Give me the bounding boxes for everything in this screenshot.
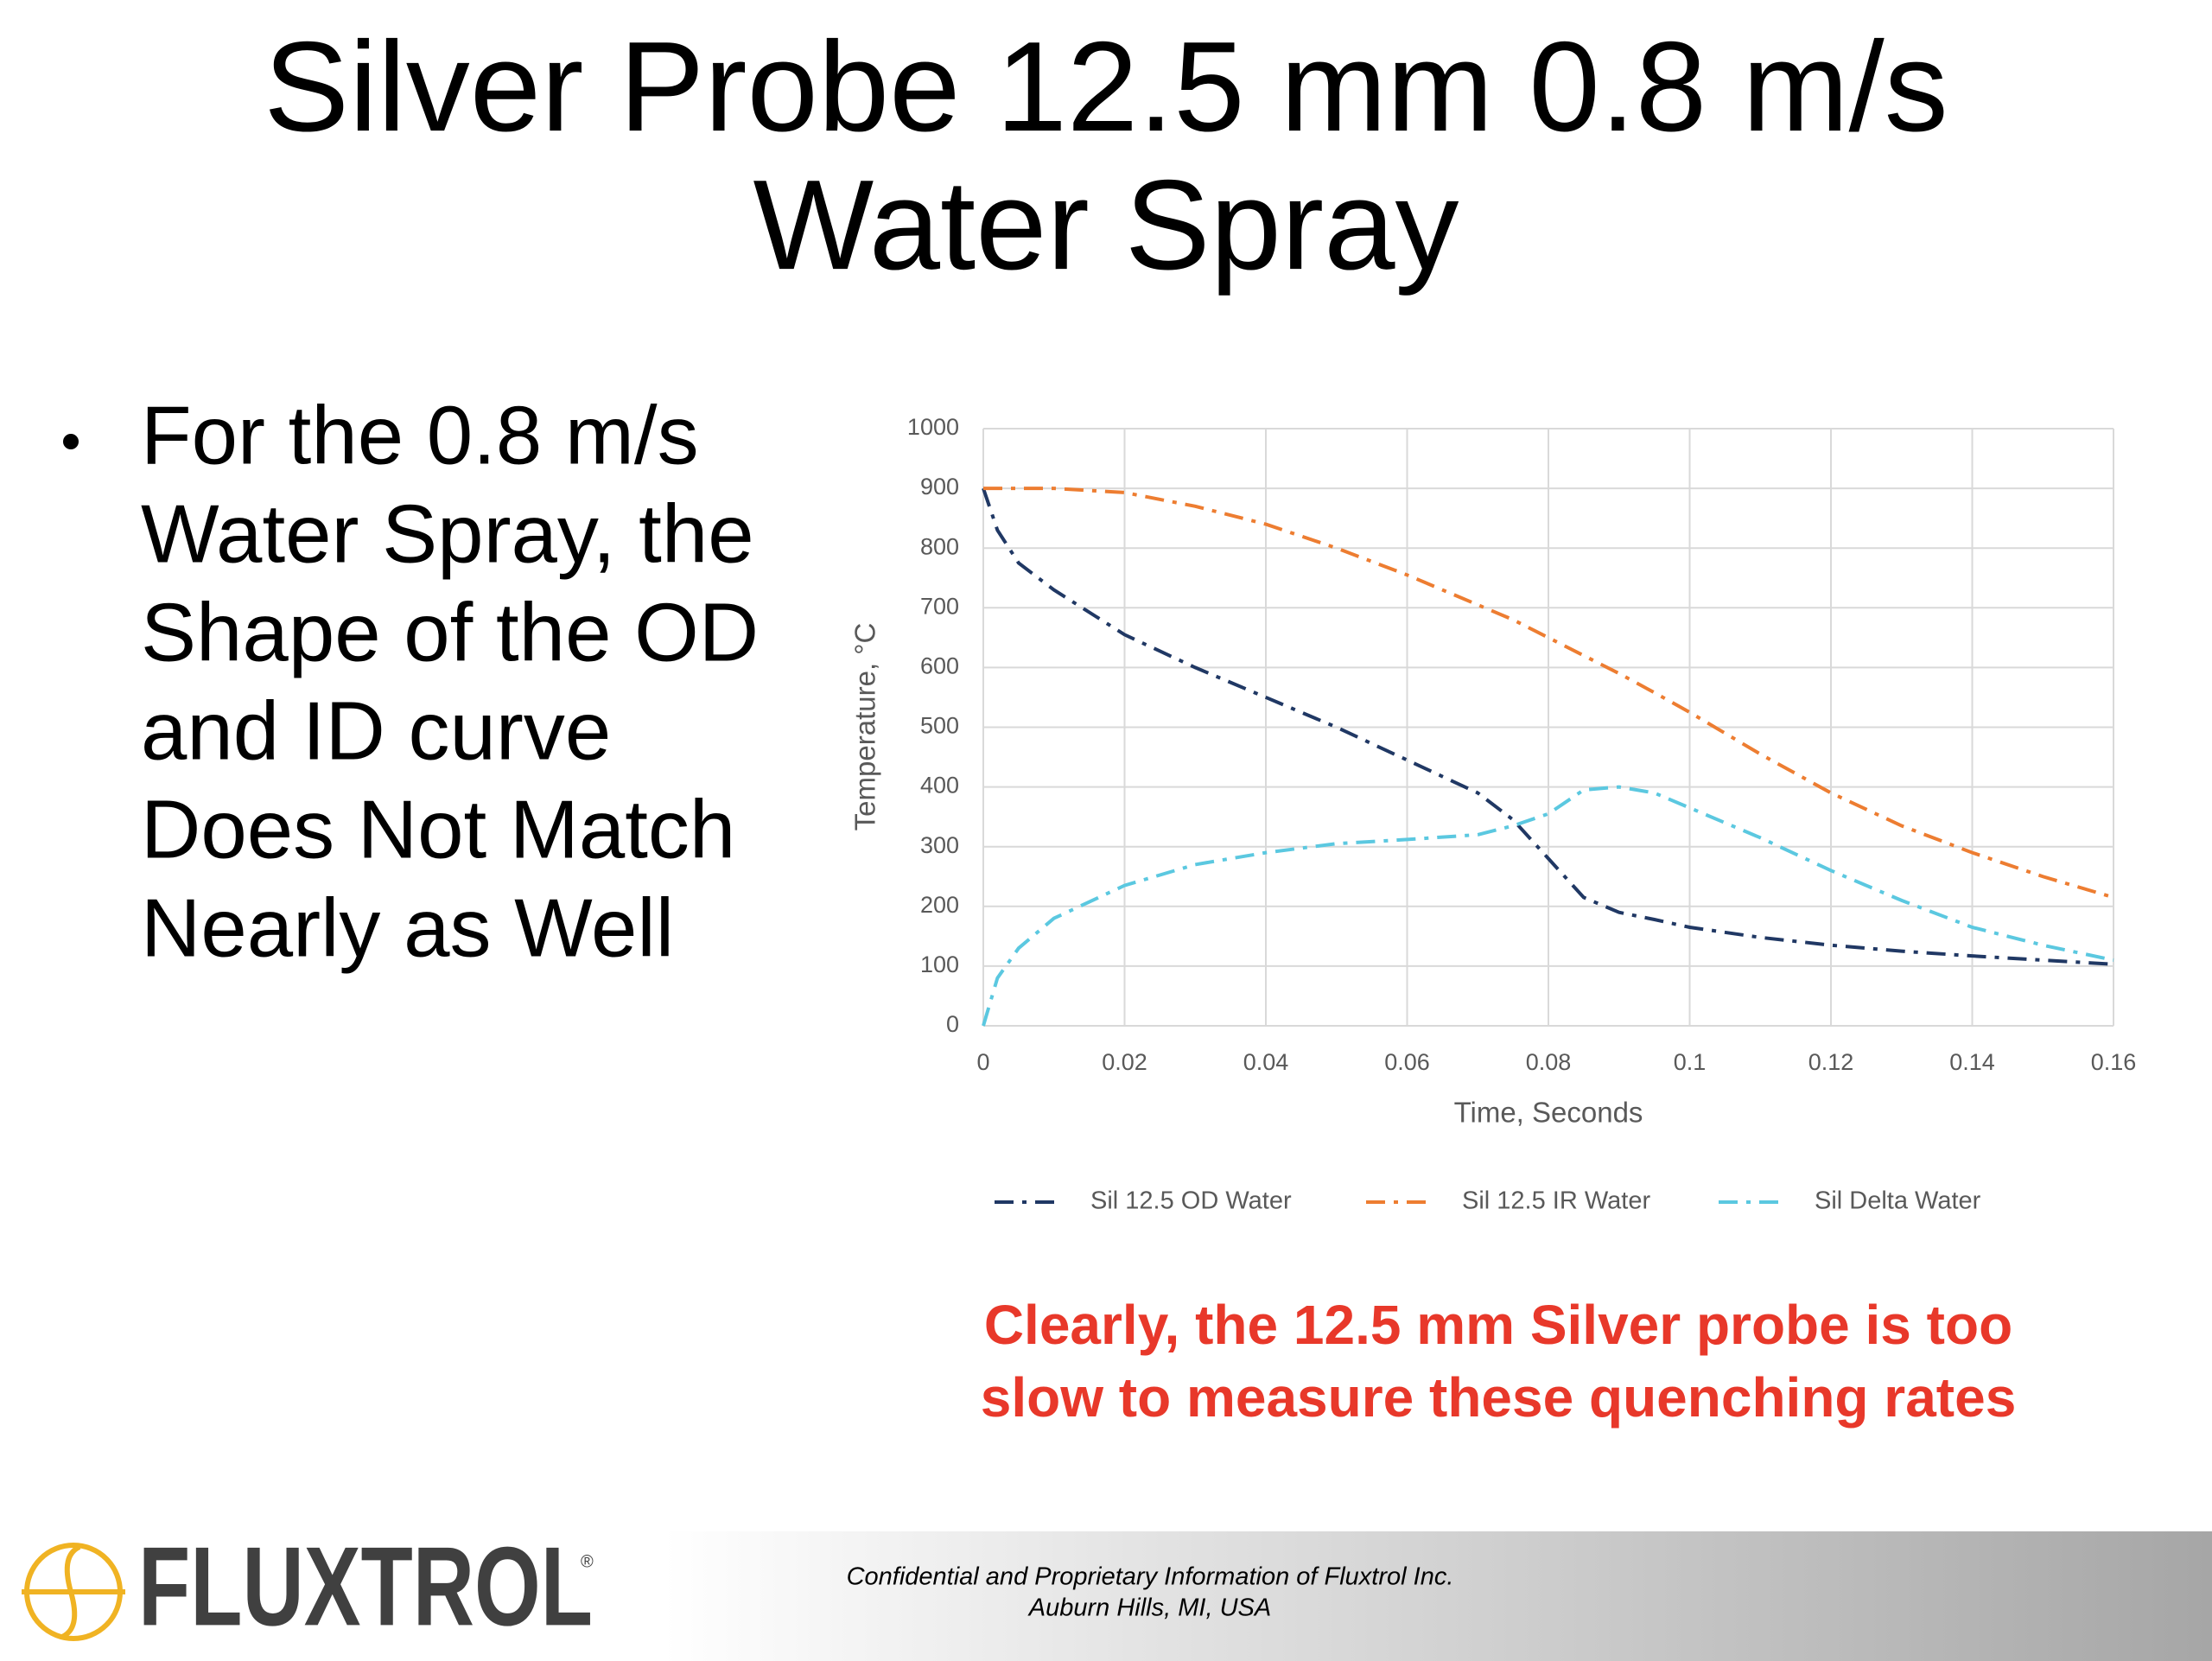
x-tick-label: 0.1 bbox=[1674, 1049, 1707, 1075]
x-tick-label: 0.04 bbox=[1243, 1049, 1289, 1075]
bullet-text: Shape of the OD bbox=[141, 586, 759, 678]
conclusion-note: slow to measure these quenching rates bbox=[981, 1366, 2017, 1429]
slide-title: Silver Probe 12.5 mm 0.8 m/s bbox=[264, 16, 1948, 158]
y-tick-label: 1000 bbox=[907, 414, 959, 440]
bullet-text: Nearly as Well bbox=[141, 881, 674, 974]
y-axis-label: Temperature, °C bbox=[849, 623, 881, 831]
bullet-text: Does Not Match bbox=[141, 783, 735, 875]
bullet-text: and ID curve bbox=[141, 684, 611, 777]
x-tick-label: 0.02 bbox=[1102, 1049, 1147, 1075]
y-tick-label: 200 bbox=[920, 892, 959, 918]
bullet-text: For the 0.8 m/s bbox=[141, 389, 699, 481]
y-tick-label: 600 bbox=[920, 653, 959, 679]
logo-text: FLUXTROL bbox=[138, 1523, 593, 1649]
footer-text: Auburn Hills, MI, USA bbox=[1027, 1594, 1271, 1622]
y-tick-label: 800 bbox=[920, 533, 959, 559]
x-tick-label: 0.06 bbox=[1384, 1049, 1430, 1075]
y-tick-label: 700 bbox=[920, 593, 959, 619]
x-axis-label: Time, Seconds bbox=[1454, 1097, 1643, 1129]
legend-label: Sil 12.5 IR Water bbox=[1462, 1187, 1650, 1215]
y-tick-label: 0 bbox=[946, 1011, 959, 1037]
footer-text: Confidential and Proprietary Information… bbox=[847, 1563, 1454, 1591]
line-series bbox=[982, 487, 2114, 966]
x-tick-label: 0.08 bbox=[1526, 1049, 1572, 1075]
y-tick-label: 100 bbox=[920, 951, 959, 977]
logo-mark: ® bbox=[581, 1552, 594, 1571]
x-tick-label: 0.12 bbox=[1808, 1049, 1854, 1075]
x-tick-label: 0 bbox=[976, 1049, 989, 1075]
y-tick-label: 900 bbox=[920, 474, 959, 500]
legend-label: Sil Delta Water bbox=[1815, 1187, 1981, 1215]
x-tick-label: 0.14 bbox=[1949, 1049, 1995, 1075]
y-tick-label: 300 bbox=[920, 832, 959, 858]
y-tick-label: 500 bbox=[920, 713, 959, 739]
y-tick-label: 400 bbox=[920, 773, 959, 799]
line-series bbox=[982, 785, 2114, 1027]
conclusion-note: Clearly, the 12.5 mm Silver probe is too bbox=[984, 1294, 2012, 1356]
chart: 0 100 200 300 400 500 600 700 800 900 1000 0 0.02 0.0… bbox=[849, 414, 2137, 1215]
legend-label: Sil 12.5 OD Water bbox=[1090, 1187, 1292, 1215]
bullet-dot bbox=[63, 434, 79, 449]
logo-icon bbox=[22, 1543, 125, 1641]
line-series bbox=[983, 487, 2114, 900]
x-tick-label: 0.16 bbox=[2091, 1049, 2137, 1075]
bullet-text: Water Spray, the bbox=[141, 487, 754, 580]
footer-band bbox=[0, 1531, 2212, 1661]
slide-title: Water Spray bbox=[753, 154, 1459, 296]
